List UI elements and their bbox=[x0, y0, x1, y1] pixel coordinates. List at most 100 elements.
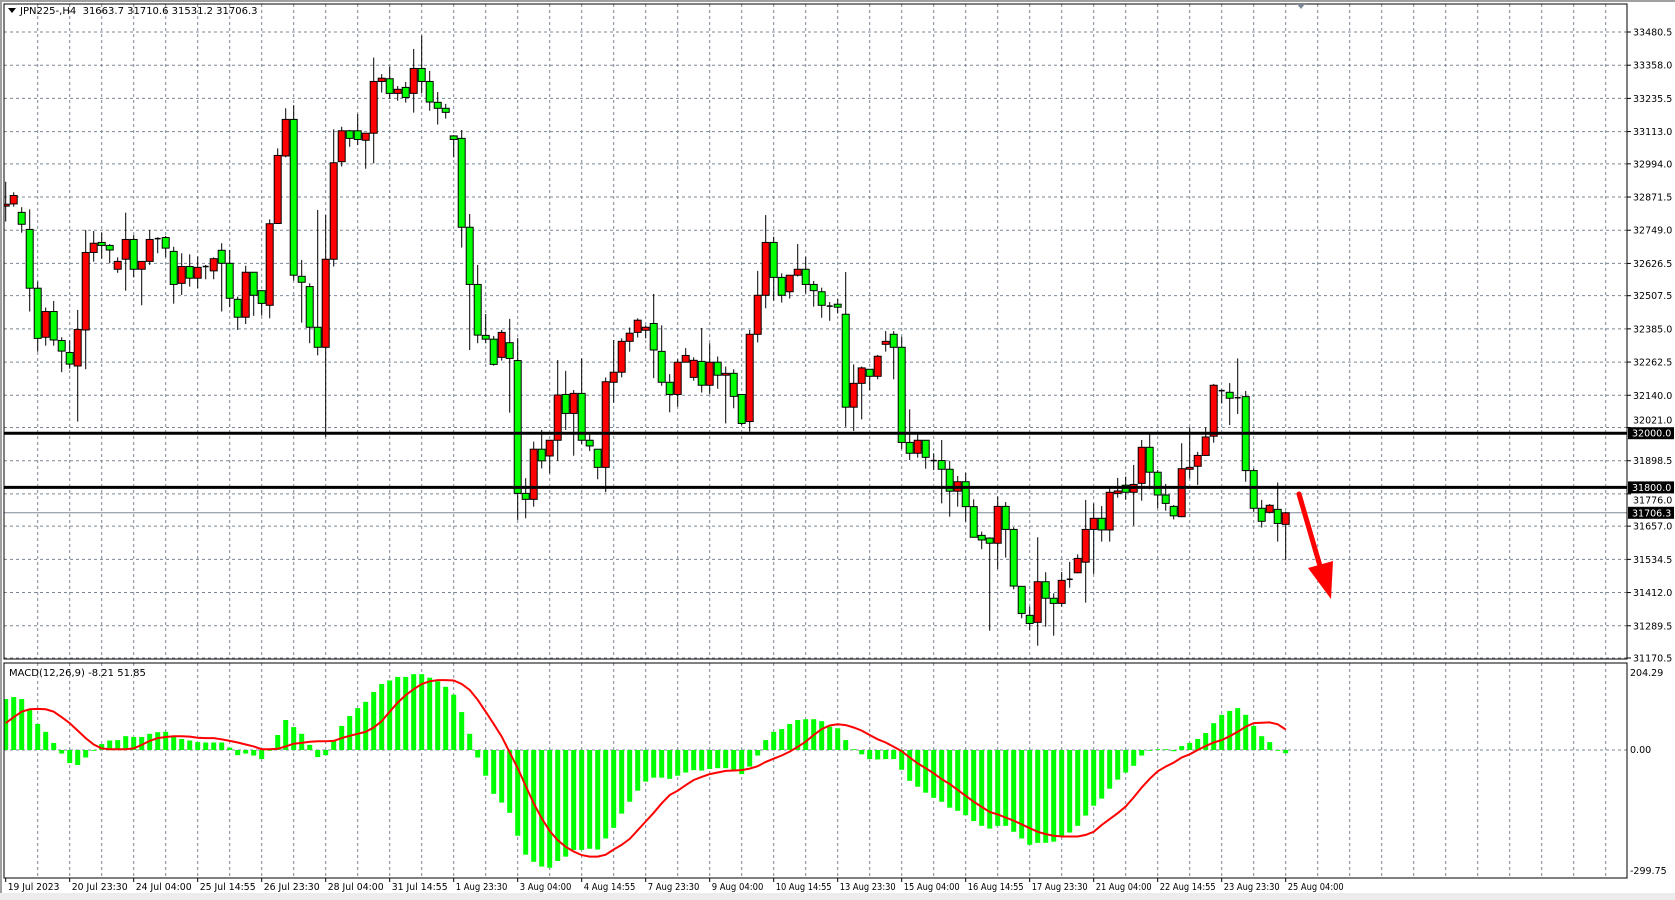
candle[interactable] bbox=[681, 348, 690, 363]
candle[interactable] bbox=[233, 296, 242, 330]
candle[interactable] bbox=[873, 354, 882, 380]
candle[interactable] bbox=[137, 260, 146, 306]
candle[interactable] bbox=[129, 235, 138, 278]
candle[interactable] bbox=[41, 307, 50, 346]
candle[interactable] bbox=[313, 209, 322, 356]
candle[interactable] bbox=[1265, 503, 1274, 514]
candle[interactable] bbox=[337, 126, 346, 167]
candle[interactable] bbox=[1234, 358, 1241, 414]
candle[interactable] bbox=[657, 325, 666, 386]
candle[interactable] bbox=[305, 283, 314, 344]
candle[interactable] bbox=[1041, 572, 1050, 627]
candle[interactable] bbox=[961, 472, 970, 522]
candle[interactable] bbox=[537, 429, 546, 469]
candle[interactable] bbox=[1273, 482, 1282, 542]
candle[interactable] bbox=[217, 243, 226, 312]
candle[interactable] bbox=[689, 357, 698, 381]
candle[interactable] bbox=[1257, 499, 1266, 528]
candle[interactable] bbox=[561, 370, 570, 430]
candle[interactable] bbox=[377, 74, 386, 93]
candle[interactable] bbox=[1145, 433, 1154, 490]
candle[interactable] bbox=[1137, 439, 1146, 501]
candle[interactable] bbox=[737, 393, 746, 426]
candle[interactable] bbox=[1129, 464, 1138, 526]
candle[interactable] bbox=[625, 327, 634, 352]
candle[interactable] bbox=[865, 368, 874, 391]
candle[interactable] bbox=[154, 237, 161, 254]
candle[interactable] bbox=[321, 215, 330, 437]
candle[interactable] bbox=[529, 441, 538, 507]
candle[interactable] bbox=[553, 360, 562, 461]
candle[interactable] bbox=[145, 229, 154, 265]
candle[interactable] bbox=[889, 331, 898, 380]
candle[interactable] bbox=[1193, 451, 1202, 485]
candle[interactable] bbox=[1177, 443, 1186, 518]
candle[interactable] bbox=[753, 270, 762, 343]
candle[interactable] bbox=[665, 374, 674, 413]
candle[interactable] bbox=[97, 232, 106, 259]
candle[interactable] bbox=[505, 318, 514, 413]
candle[interactable] bbox=[1153, 470, 1162, 509]
candle[interactable] bbox=[177, 253, 186, 296]
candle[interactable] bbox=[297, 260, 306, 323]
candle[interactable] bbox=[833, 299, 842, 314]
candle[interactable] bbox=[17, 207, 26, 233]
candle[interactable] bbox=[57, 337, 66, 373]
candle[interactable] bbox=[481, 313, 490, 344]
candle[interactable] bbox=[113, 257, 122, 273]
candle[interactable] bbox=[969, 499, 978, 538]
candle[interactable] bbox=[633, 318, 642, 338]
candle[interactable] bbox=[601, 377, 610, 493]
candle[interactable] bbox=[121, 212, 130, 291]
candle[interactable] bbox=[793, 244, 802, 277]
candle[interactable] bbox=[1089, 503, 1098, 574]
candle[interactable] bbox=[841, 271, 850, 427]
candle[interactable] bbox=[441, 103, 450, 119]
candle[interactable] bbox=[169, 246, 178, 304]
candle[interactable] bbox=[409, 48, 418, 113]
candle[interactable] bbox=[1097, 506, 1106, 542]
candle[interactable] bbox=[249, 271, 258, 316]
candle[interactable] bbox=[345, 129, 354, 147]
candle[interactable] bbox=[401, 81, 410, 103]
candle[interactable] bbox=[1033, 537, 1042, 646]
candle[interactable] bbox=[985, 537, 994, 631]
candle[interactable] bbox=[1017, 585, 1026, 619]
candle[interactable] bbox=[569, 390, 578, 456]
candle[interactable] bbox=[785, 274, 794, 299]
candle[interactable] bbox=[1218, 389, 1225, 404]
candle[interactable] bbox=[489, 335, 498, 366]
candle[interactable] bbox=[577, 358, 586, 445]
candle[interactable] bbox=[1225, 383, 1234, 426]
candle[interactable] bbox=[1001, 502, 1010, 558]
candle[interactable] bbox=[673, 359, 682, 407]
candle[interactable] bbox=[809, 280, 818, 307]
candle[interactable] bbox=[65, 340, 74, 369]
candle[interactable] bbox=[1073, 554, 1082, 574]
candle[interactable] bbox=[769, 236, 778, 301]
candle[interactable] bbox=[1105, 488, 1114, 542]
chart-shift-marker-icon[interactable] bbox=[1297, 4, 1305, 9]
candle[interactable] bbox=[721, 366, 730, 424]
candle[interactable] bbox=[361, 132, 370, 169]
candle[interactable] bbox=[417, 35, 426, 94]
candle[interactable] bbox=[25, 209, 34, 312]
candle[interactable] bbox=[777, 273, 786, 303]
candle[interactable] bbox=[977, 531, 986, 550]
candle[interactable] bbox=[329, 129, 338, 267]
candle[interactable] bbox=[289, 105, 298, 281]
candle[interactable] bbox=[9, 192, 18, 207]
candle[interactable] bbox=[1249, 468, 1258, 512]
candle[interactable] bbox=[241, 265, 250, 324]
candle[interactable] bbox=[1241, 390, 1250, 482]
candle[interactable] bbox=[1009, 527, 1018, 590]
candle[interactable] bbox=[930, 453, 937, 471]
candle[interactable] bbox=[161, 235, 170, 258]
candle[interactable] bbox=[649, 293, 658, 379]
candle[interactable] bbox=[281, 108, 290, 158]
candle[interactable] bbox=[617, 338, 626, 378]
candle[interactable] bbox=[1025, 606, 1034, 630]
candle[interactable] bbox=[1049, 593, 1058, 636]
candle[interactable] bbox=[729, 369, 738, 409]
